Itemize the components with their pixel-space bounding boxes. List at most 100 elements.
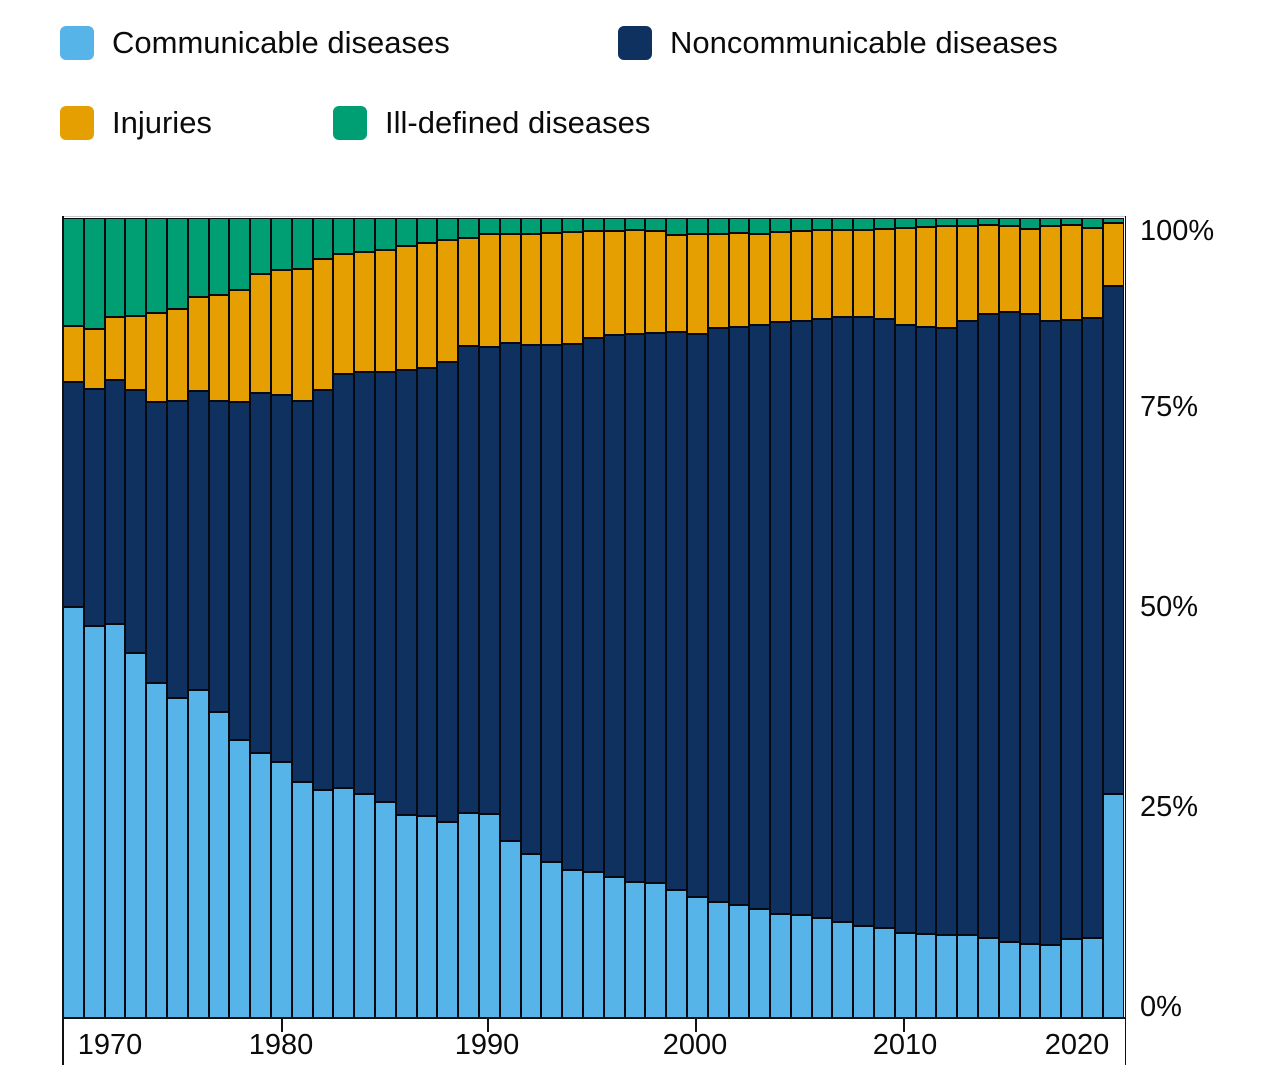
segment-1976-noncommunicable-diseases[interactable] (187, 391, 209, 690)
segment-2001-communicable-diseases[interactable] (707, 901, 729, 1018)
segment-2006-communicable-diseases[interactable] (811, 918, 833, 1018)
segment-1981-ill-defined-diseases[interactable] (291, 217, 313, 269)
segment-2000-noncommunicable-diseases[interactable] (686, 334, 708, 897)
segment-2002-injuries[interactable] (728, 232, 750, 328)
bar-1998[interactable] (645, 217, 667, 1018)
segment-1998-injuries[interactable] (645, 231, 667, 333)
segment-1985-injuries[interactable] (374, 250, 396, 372)
segment-2015-ill-defined-diseases[interactable] (998, 217, 1020, 226)
bar-2004[interactable] (770, 217, 791, 1018)
bar-2002[interactable] (728, 217, 750, 1018)
segment-1975-ill-defined-diseases[interactable] (166, 217, 188, 309)
segment-1974-communicable-diseases[interactable] (146, 683, 167, 1018)
segment-1995-communicable-diseases[interactable] (582, 871, 604, 1018)
segment-1975-communicable-diseases[interactable] (166, 698, 188, 1018)
segment-1987-noncommunicable-diseases[interactable] (416, 367, 438, 816)
segment-2016-communicable-diseases[interactable] (1019, 943, 1041, 1018)
segment-2017-injuries[interactable] (1040, 226, 1062, 321)
bar-1970[interactable] (63, 217, 84, 1018)
segment-1988-communicable-diseases[interactable] (437, 822, 459, 1018)
segment-2001-noncommunicable-diseases[interactable] (707, 327, 729, 902)
segment-1996-noncommunicable-diseases[interactable] (603, 335, 625, 877)
segment-2012-noncommunicable-diseases[interactable] (936, 327, 958, 936)
segment-2002-noncommunicable-diseases[interactable] (728, 327, 750, 905)
segment-1970-communicable-diseases[interactable] (63, 607, 84, 1018)
segment-1981-noncommunicable-diseases[interactable] (291, 400, 313, 782)
bar-1993[interactable] (541, 217, 563, 1018)
segment-1976-communicable-diseases[interactable] (187, 689, 209, 1018)
bar-1973[interactable] (125, 217, 147, 1018)
bar-2005[interactable] (790, 217, 812, 1018)
bar-2013[interactable] (957, 217, 979, 1018)
bar-1991[interactable] (499, 217, 521, 1018)
segment-1970-ill-defined-diseases[interactable] (63, 217, 84, 327)
bar-1972[interactable] (104, 217, 126, 1018)
segment-1998-noncommunicable-diseases[interactable] (645, 332, 667, 884)
segment-1971-ill-defined-diseases[interactable] (83, 217, 105, 329)
segment-1990-communicable-diseases[interactable] (478, 814, 500, 1018)
segment-1990-ill-defined-diseases[interactable] (478, 217, 500, 234)
segment-1991-ill-defined-diseases[interactable] (499, 217, 521, 235)
segment-1987-injuries[interactable] (416, 243, 438, 368)
segment-1985-ill-defined-diseases[interactable] (374, 217, 396, 251)
bar-1996[interactable] (603, 217, 625, 1018)
segment-1985-noncommunicable-diseases[interactable] (374, 371, 396, 803)
segment-1980-injuries[interactable] (270, 270, 292, 396)
bar-1974[interactable] (146, 217, 167, 1018)
segment-1976-injuries[interactable] (187, 296, 209, 392)
segment-2020-communicable-diseases[interactable] (1102, 794, 1124, 1018)
segment-2007-ill-defined-diseases[interactable] (832, 217, 854, 230)
bar-2012[interactable] (936, 217, 958, 1018)
bar-2001[interactable] (707, 217, 729, 1018)
segment-1992-injuries[interactable] (520, 234, 542, 345)
segment-1976-ill-defined-diseases[interactable] (187, 217, 209, 297)
segment-2003-noncommunicable-diseases[interactable] (749, 324, 771, 909)
segment-1983-injuries[interactable] (333, 253, 355, 374)
bar-1985[interactable] (374, 217, 396, 1018)
segment-1989-communicable-diseases[interactable] (458, 812, 479, 1018)
segment-1972-communicable-diseases[interactable] (104, 623, 126, 1018)
segment-2013-ill-defined-diseases[interactable] (957, 217, 979, 227)
segment-1983-ill-defined-diseases[interactable] (333, 217, 355, 254)
segment-2010-noncommunicable-diseases[interactable] (894, 324, 916, 933)
bar-1999[interactable] (666, 217, 687, 1018)
segment-1988-noncommunicable-diseases[interactable] (437, 361, 459, 823)
bar-2018[interactable] (1061, 217, 1083, 1018)
bar-2011[interactable] (915, 217, 937, 1018)
segment-1974-injuries[interactable] (146, 312, 167, 403)
segment-1977-ill-defined-diseases[interactable] (208, 217, 230, 296)
segment-1988-ill-defined-diseases[interactable] (437, 217, 459, 240)
segment-1975-injuries[interactable] (166, 308, 188, 401)
bar-1981[interactable] (291, 217, 313, 1018)
segment-2009-injuries[interactable] (874, 228, 895, 320)
segment-2017-communicable-diseases[interactable] (1040, 944, 1062, 1018)
segment-2007-noncommunicable-diseases[interactable] (832, 316, 854, 923)
segment-2004-communicable-diseases[interactable] (770, 913, 791, 1018)
bar-1978[interactable] (229, 217, 251, 1018)
segment-2019-ill-defined-diseases[interactable] (1082, 217, 1103, 228)
segment-1974-noncommunicable-diseases[interactable] (146, 402, 167, 684)
segment-2018-communicable-diseases[interactable] (1061, 939, 1083, 1018)
bar-2009[interactable] (874, 217, 895, 1018)
segment-2004-injuries[interactable] (770, 231, 791, 323)
segment-2020-injuries[interactable] (1102, 223, 1124, 287)
bar-2007[interactable] (832, 217, 854, 1018)
segment-2019-injuries[interactable] (1082, 227, 1103, 318)
segment-1980-ill-defined-diseases[interactable] (270, 217, 292, 271)
segment-1992-ill-defined-diseases[interactable] (520, 217, 542, 235)
segment-2014-communicable-diseases[interactable] (978, 937, 999, 1018)
segment-1978-noncommunicable-diseases[interactable] (229, 402, 251, 740)
segment-1992-noncommunicable-diseases[interactable] (520, 344, 542, 854)
segment-2000-injuries[interactable] (686, 233, 708, 335)
segment-1995-injuries[interactable] (582, 231, 604, 338)
bar-1980[interactable] (270, 217, 292, 1018)
segment-2016-injuries[interactable] (1019, 228, 1041, 314)
bar-1984[interactable] (354, 217, 375, 1018)
segment-2018-injuries[interactable] (1061, 224, 1083, 320)
segment-2015-injuries[interactable] (998, 225, 1020, 312)
segment-1980-communicable-diseases[interactable] (270, 762, 292, 1018)
segment-1993-injuries[interactable] (541, 232, 563, 345)
segment-2002-communicable-diseases[interactable] (728, 904, 750, 1018)
segment-2014-ill-defined-diseases[interactable] (978, 217, 999, 225)
segment-1997-noncommunicable-diseases[interactable] (624, 333, 646, 883)
